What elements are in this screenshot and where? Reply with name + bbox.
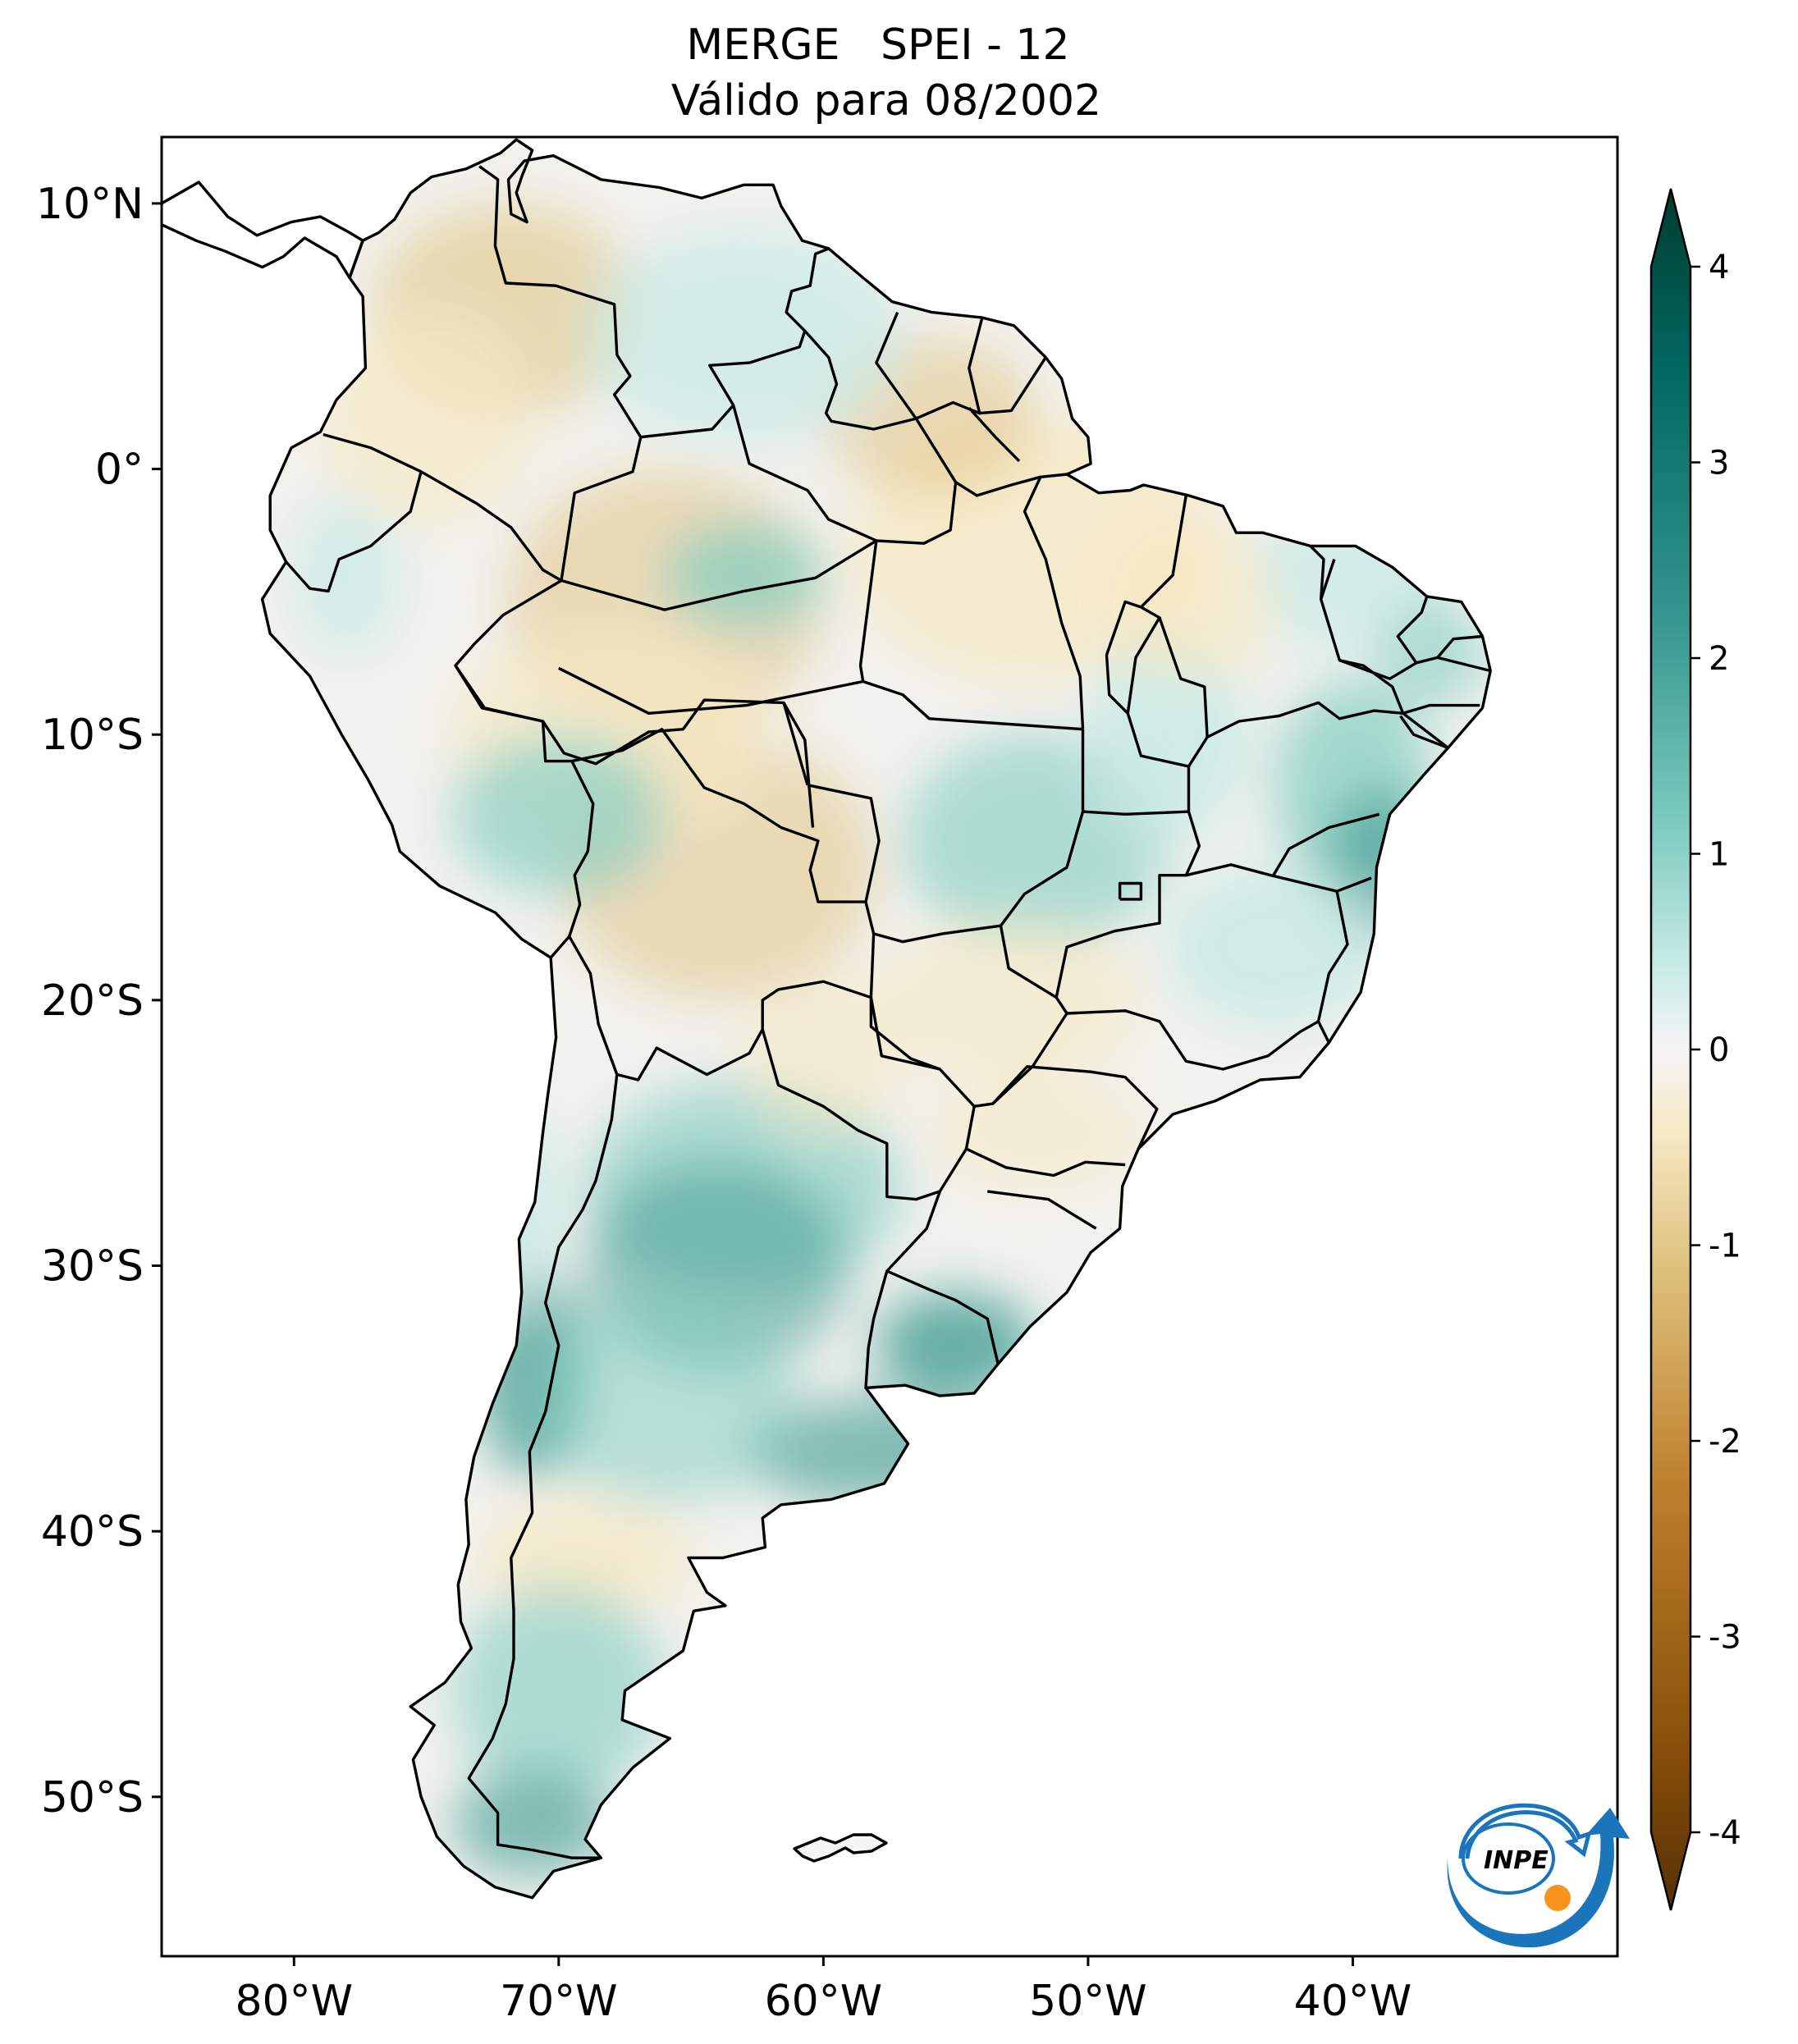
logo-outer-swoosh bbox=[1447, 1808, 1630, 1948]
lat-tick-label: 50°S bbox=[41, 1773, 144, 1822]
colorbar-body bbox=[1649, 188, 1692, 1911]
colorbar-ticks: 4 3 2 1 0 -1 -2 -3 -4 bbox=[1690, 249, 1741, 1852]
spei-anomaly-patch bbox=[1167, 867, 1379, 1027]
country-state-border bbox=[965, 1147, 1126, 1177]
country-state-border bbox=[873, 729, 1085, 944]
lat-tick-label: 10°S bbox=[41, 711, 144, 760]
country-state-border bbox=[987, 1190, 1097, 1230]
spei-anomaly-patch bbox=[532, 1292, 798, 1505]
colorbar-tick-label: 0 bbox=[1709, 1031, 1729, 1069]
country-state-border bbox=[285, 471, 423, 593]
lat-tick-label: 10°N bbox=[36, 180, 144, 229]
country-state-border bbox=[807, 784, 881, 903]
country-state-border bbox=[1185, 863, 1372, 893]
longitude-axis: 80°W 70°W 60°W 50°W 40°W bbox=[235, 1956, 1411, 2026]
country-state-border bbox=[1139, 495, 1209, 738]
country-state-border bbox=[864, 1269, 1000, 1388]
country-state-border bbox=[761, 997, 976, 1201]
colorbar-tick-label: -1 bbox=[1709, 1228, 1741, 1265]
country-state-border bbox=[640, 247, 830, 439]
country-state-border bbox=[1105, 600, 1141, 715]
country-state-border bbox=[1436, 634, 1483, 659]
colorbar-tick-label: 1 bbox=[1709, 836, 1729, 874]
spei-anomaly-patch bbox=[320, 309, 533, 523]
continent-coastline bbox=[260, 138, 1492, 1900]
logo-sun-dot bbox=[1544, 1885, 1571, 1911]
spei-anomaly-patch bbox=[664, 522, 824, 629]
lat-tick-label: 40°S bbox=[41, 1507, 144, 1557]
colorbar-tick-label: -4 bbox=[1709, 1814, 1741, 1852]
country-state-border bbox=[968, 406, 1021, 463]
country-state-border bbox=[991, 1065, 1159, 1150]
country-state-border bbox=[1023, 476, 1085, 729]
logo-globe bbox=[1462, 1822, 1555, 1895]
spei-anomaly-patch bbox=[479, 1504, 692, 1612]
country-state-border bbox=[1082, 810, 1189, 816]
lon-tick-label: 70°W bbox=[500, 1977, 618, 2026]
country-state-border bbox=[454, 579, 595, 959]
country-state-border bbox=[1320, 559, 1336, 600]
country-state-border bbox=[467, 1074, 619, 1859]
spei-anomaly-patch bbox=[876, 920, 1141, 1080]
country-state-border bbox=[560, 539, 877, 611]
political-borders bbox=[161, 165, 1491, 1859]
spei-anomaly-patch bbox=[452, 1770, 612, 1877]
country-state-border bbox=[1316, 890, 1349, 1022]
country-state-border bbox=[1272, 812, 1380, 876]
logo-text: INPE bbox=[1484, 1846, 1549, 1875]
latitude-axis: 10°N 0° 10°S 20°S 30°S 40°S 50°S bbox=[36, 180, 162, 1822]
country-state-border bbox=[1402, 703, 1480, 715]
country-state-border bbox=[875, 311, 984, 420]
lat-tick-label: 30°S bbox=[41, 1242, 144, 1292]
country-state-border bbox=[782, 702, 809, 786]
map-title-line1: MERGE SPEI - 12 bbox=[686, 21, 1069, 70]
country-state-border bbox=[954, 473, 1068, 497]
country-state-border bbox=[1399, 715, 1449, 749]
lat-tick-label: 0° bbox=[95, 446, 144, 495]
spei-anomaly-patch bbox=[743, 973, 904, 1133]
spei-anomaly-patch bbox=[585, 230, 904, 443]
spei-anomaly-patch bbox=[1114, 522, 1274, 682]
country-state-border bbox=[1396, 596, 1429, 664]
spei-anomaly-patch bbox=[452, 1584, 665, 1797]
falkland-islands bbox=[793, 1833, 888, 1863]
map-frame bbox=[160, 135, 1619, 1958]
country-state-border bbox=[1187, 701, 1449, 767]
country-state-border bbox=[732, 405, 877, 542]
lon-tick-label: 50°W bbox=[1029, 1977, 1147, 2026]
spei-anomaly-patch bbox=[1087, 628, 1247, 841]
country-state-border bbox=[478, 165, 643, 581]
map-title-line2: Válido para 08/2002 bbox=[671, 76, 1101, 126]
country-state-border bbox=[869, 997, 940, 1071]
central-america-coastline bbox=[161, 181, 364, 280]
lon-tick-label: 40°W bbox=[1294, 1977, 1412, 2026]
colorbar: 4 3 2 1 0 -1 -2 -3 -4 bbox=[1649, 188, 1741, 1911]
spei-anomaly-patch bbox=[294, 495, 400, 656]
country-state-border bbox=[803, 330, 917, 431]
lat-tick-label: 20°S bbox=[41, 976, 144, 1026]
colorbar-tick-label: 2 bbox=[1709, 640, 1729, 678]
lon-tick-label: 80°W bbox=[235, 1977, 353, 2026]
spei-anomaly-patch bbox=[452, 734, 665, 894]
country-state-border bbox=[979, 356, 1047, 415]
country-state-border bbox=[323, 432, 562, 582]
colorbar-tick-label: -3 bbox=[1709, 1619, 1741, 1657]
colorbar-tick-label: 3 bbox=[1709, 445, 1729, 482]
country-state-border bbox=[885, 1191, 941, 1273]
country-state-border bbox=[454, 665, 815, 828]
logo-inner-orbit bbox=[1458, 1803, 1592, 1859]
country-state-border bbox=[1067, 1009, 1330, 1071]
country-state-border bbox=[1118, 881, 1143, 901]
colorbar-tick-label: -2 bbox=[1709, 1423, 1741, 1461]
colorbar-tick-label: 4 bbox=[1709, 249, 1729, 286]
lon-tick-label: 60°W bbox=[765, 1977, 883, 2026]
spei-anomaly-patch bbox=[929, 1080, 1141, 1187]
inpe-logo: INPE bbox=[1447, 1803, 1630, 1948]
